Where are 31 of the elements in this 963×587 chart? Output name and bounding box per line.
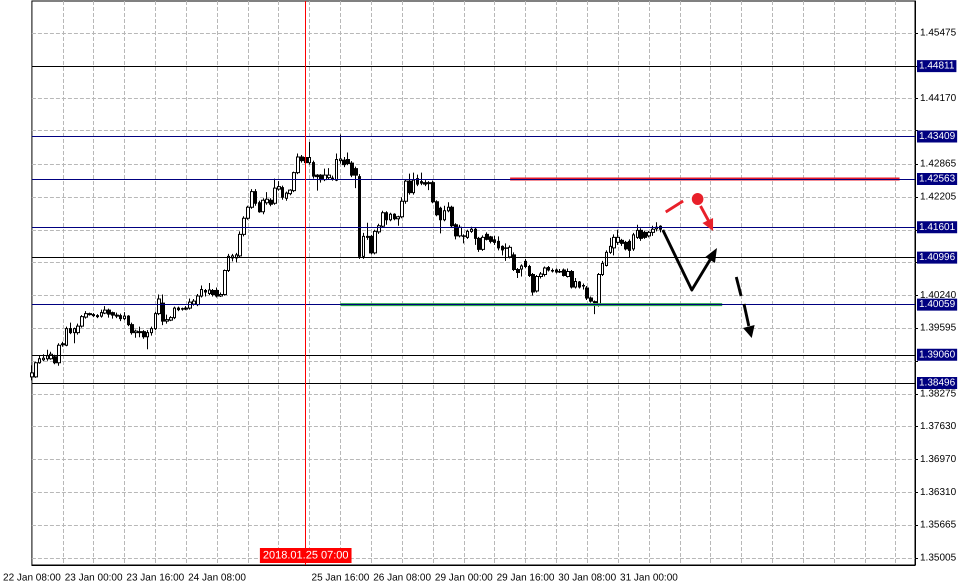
- y-tick-label: 1.38275: [920, 388, 957, 400]
- x-tick-label: 2018.01.25 07:00: [262, 550, 349, 562]
- x-tick-label: 23 Jan 00:00: [64, 572, 123, 584]
- ref-line-label: 1.40059: [919, 299, 956, 310]
- y-tick-label: 1.35005: [920, 552, 957, 564]
- ref-line-label: 1.39060: [919, 349, 956, 360]
- ref-line-label: 1.41601: [919, 222, 956, 233]
- ref-line-label: 1.40996: [919, 252, 956, 264]
- x-tick-label: 22 Jan 08:00: [3, 572, 62, 584]
- x-tick-label: 23 Jan 16:00: [126, 572, 185, 584]
- y-tick-label: 1.45475: [920, 27, 957, 38]
- x-tick-label: 26 Jan 08:00: [373, 572, 432, 584]
- y-tick-label: 1.36310: [920, 487, 957, 498]
- y-tick-label: 1.39595: [920, 322, 957, 334]
- x-tick-label: 29 Jan 00:00: [434, 572, 494, 584]
- ref-line-label: 1.44811: [919, 60, 955, 72]
- y-tick-label: 1.42205: [920, 191, 957, 202]
- ref-line-label: 1.42563: [919, 173, 956, 184]
- y-tick-label: 1.36970: [920, 454, 957, 466]
- ref-line-label: 1.38496: [919, 378, 956, 389]
- y-tick-label: 1.42865: [920, 158, 957, 170]
- ref-line-label: 1.43409: [919, 131, 956, 142]
- x-tick-label: 25 Jan 16:00: [312, 572, 370, 584]
- x-tick-label: 30 Jan 08:00: [558, 572, 617, 584]
- y-tick-label: 1.44170: [920, 92, 957, 104]
- x-tick-label: 29 Jan 16:00: [496, 572, 555, 584]
- x-tick-label: 31 Jan 00:00: [620, 572, 678, 584]
- x-tick-label: 24 Jan 08:00: [188, 572, 246, 584]
- y-tick-label: 1.40240: [920, 290, 957, 302]
- y-tick-label: 1.35665: [920, 520, 957, 531]
- y-tick-label: 1.37630: [920, 421, 957, 432]
